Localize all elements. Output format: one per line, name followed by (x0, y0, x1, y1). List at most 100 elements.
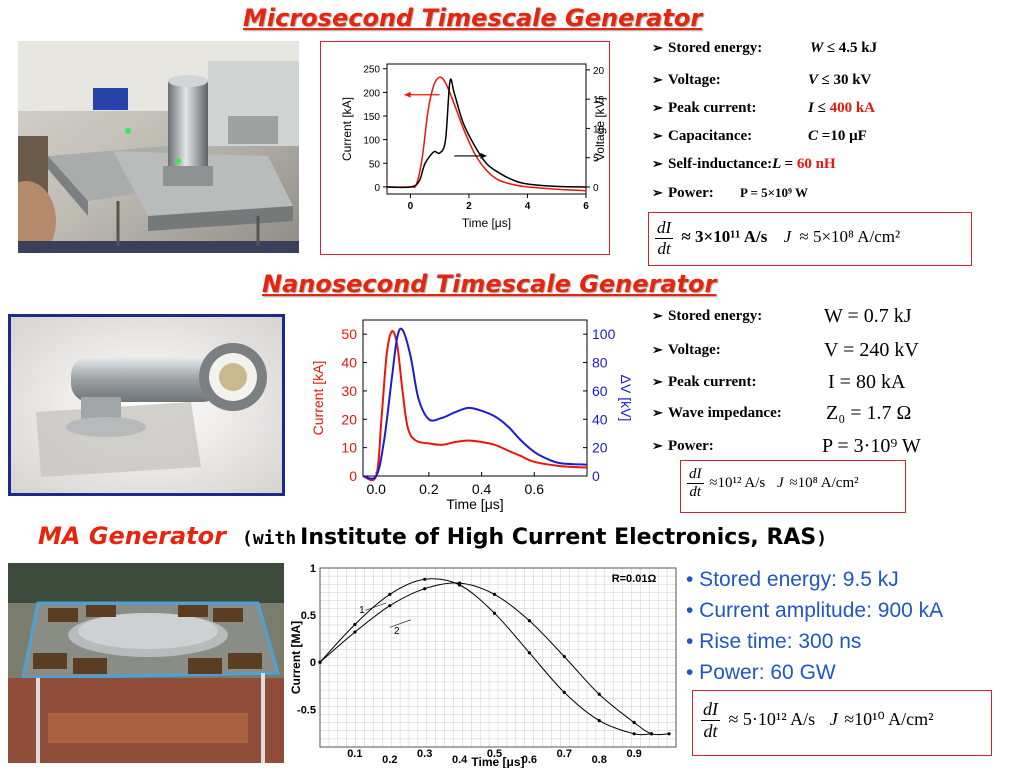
series-line (362, 330, 588, 482)
arrow-bullet-icon: ➢ (652, 308, 663, 323)
x-tick-label: 0.6 (522, 754, 537, 766)
micro-spec-row: ➢ Power: P = 5×10⁹ W (652, 185, 808, 202)
ma-section-title: MA Generator (with Institute of High Cur… (38, 522, 827, 550)
arrow-bullet-icon: ➢ (652, 40, 663, 55)
arrow-bullet-icon: ➢ (652, 374, 663, 389)
plot-frame (386, 63, 587, 195)
micro-j-value: ≈ 5×10⁸ A/cm² (799, 227, 901, 247)
data-point (353, 622, 357, 627)
nano-spec-label: Wave impedance: (668, 405, 782, 421)
y-tick-label: 0 (374, 183, 380, 194)
data-point (492, 592, 497, 596)
microsecond-generator-photo (18, 41, 299, 253)
arrow-bullet-icon: ➢ (652, 438, 663, 453)
series-line (319, 578, 652, 736)
ma-spec-stored-energy: • Stored energy: 9.5 kJ (686, 568, 899, 591)
ma-didt-den: dt (703, 721, 718, 741)
arrow-bullet-icon: ➢ (652, 100, 663, 115)
y2-tick-label: 0 (592, 468, 600, 484)
data-point (353, 630, 357, 634)
data-point (649, 732, 654, 736)
y2-tick-label: 100 (592, 326, 616, 342)
y2-tick-label: 20 (592, 440, 608, 456)
micro-spec-row: ➢ Stored energy: W ≤ 4.5 kJ (652, 40, 877, 57)
y-tick-label: 100 (363, 136, 380, 147)
y-tick-label: 250 (363, 65, 380, 76)
right-arrow-head (480, 152, 487, 159)
nano-spec-value: V = 240 kV (824, 339, 919, 361)
y2-tick-label: 10 (593, 124, 605, 135)
y2-axis-label: Voltage [kV] (593, 97, 607, 161)
data-point (527, 651, 532, 655)
ma-title-with: (with (241, 528, 297, 549)
microsecond-chart: 0 50 100 150 200 250 0 5 10 15 20 0 2 4 6 Current [kA] V… (320, 41, 610, 255)
ma-specs-list: • Stored energy: 9.5 kJ • Current amplit… (686, 564, 943, 688)
ma-title-close: ) (816, 528, 828, 549)
micro-spec-value: V ≤ 30 kV (808, 72, 872, 88)
microsecond-formula-box: dI dt ≈ 3×10¹¹ A/s J ≈ 5×10⁸ A/cm² (648, 212, 972, 266)
nanosecond-chart: 0 10 20 30 40 50 0 20 40 60 80 100 0.0 0.2 0.4 0.6 Curre… (305, 314, 645, 514)
x-tick-label: 0.9 (626, 748, 641, 760)
curve-2-leader (389, 619, 411, 628)
x-tick-label: 0.3 (417, 748, 432, 760)
y2-tick-label: 80 (592, 355, 608, 371)
ma-title-institute: Institute of High Current Electronics, R… (300, 525, 817, 550)
series-line (386, 76, 587, 192)
x-tick-label: 0.2 (382, 754, 397, 766)
series-line (386, 78, 587, 189)
y2-tick-label: 5 (593, 154, 599, 165)
nano-spec-row: ➢ Wave impedance: (652, 405, 782, 422)
nano-didt-fraction: dI dt (687, 466, 704, 501)
x-tick-label: 0.2 (419, 481, 439, 497)
y2-tick-label: 20 (593, 66, 605, 77)
nanosecond-chart-svg: 0 10 20 30 40 50 0 20 40 60 80 100 0.0 0.2 0.4 0.6 Curre… (310, 319, 634, 512)
x-tick-label: 4 (525, 201, 531, 212)
ma-chart: 1 0.5 0 -0.5 0.1 0.2 0.3 0.4 0.5 0.6 0.7 0.8 0.9 Curr… (288, 562, 680, 768)
micro-spec-value: W ≤ 4.5 kJ (810, 40, 878, 56)
curve-2-label: 2 (394, 626, 400, 637)
data-point (562, 654, 566, 659)
micro-didt-value: ≈ 3×10¹¹ A/s (681, 227, 768, 247)
y-tick-label: 150 (363, 112, 380, 123)
nano-spec-row: ➢ Voltage: (652, 342, 721, 359)
nano-didt-den: dt (689, 484, 702, 500)
micro-didt-num: dI (655, 218, 674, 239)
x-tick-label: 0.7 (557, 748, 572, 760)
y-tick-label: 30 (341, 383, 357, 399)
x-tick-label: 6 (583, 201, 589, 212)
curve-1-label: 1 (359, 605, 365, 616)
ma-spec-rise-time: • Rise time: 300 ns (686, 630, 862, 653)
arrow-bullet-icon: ➢ (652, 72, 663, 87)
nano-spec-value: I = 80 kA (828, 371, 906, 393)
ma-spec-current-amplitude: • Current amplitude: 900 kA (686, 599, 944, 622)
y-tick-label: 50 (341, 326, 357, 342)
arrow-bullet-icon: ➢ (652, 405, 663, 420)
y-axis-label: Current [kA] (340, 97, 354, 161)
nano-spec-label: Power: (668, 438, 714, 454)
ma-formula-box: dI dt ≈ 5·10¹² A/s J ≈10¹⁰ A/cm² (692, 690, 992, 756)
data-point (388, 604, 392, 608)
micro-spec-label: Stored energy: (668, 40, 763, 56)
nano-spec-row: ➢ Stored energy: (652, 308, 762, 325)
nano-j-value: ≈10⁸ A/cm² (789, 474, 859, 491)
y-tick-label: 20 (341, 411, 357, 427)
data-point (423, 577, 427, 581)
y2-tick-label: 0 (593, 183, 599, 194)
micro-spec-value: C =10 μF (808, 128, 867, 144)
y-axis-label: Current [MA] (289, 621, 303, 694)
ma-generator-photo (8, 563, 284, 763)
micro-spec-label: Power: (668, 185, 714, 201)
plot-frame (319, 567, 677, 748)
data-point (632, 720, 636, 725)
nanosecond-formula-box: dI dt ≈10¹² A/s J ≈10⁸ A/cm² (680, 460, 906, 513)
micro-spec-value: L = 60 nH (772, 156, 836, 172)
ma-didt-value: ≈ 5·10¹² A/s (728, 708, 816, 729)
x-tick-label: 0.1 (347, 748, 362, 760)
y-tick-label: 0.5 (301, 610, 316, 622)
arrow-bullet-icon: ➢ (652, 185, 663, 200)
ma-j-value: ≈10¹⁰ A/cm² (844, 708, 934, 729)
x-tick-label: 0 (408, 201, 414, 212)
x-axis-label: Time [μs] (471, 755, 524, 768)
ma-didt-num: dI (701, 699, 720, 721)
plot-frame (362, 319, 588, 477)
